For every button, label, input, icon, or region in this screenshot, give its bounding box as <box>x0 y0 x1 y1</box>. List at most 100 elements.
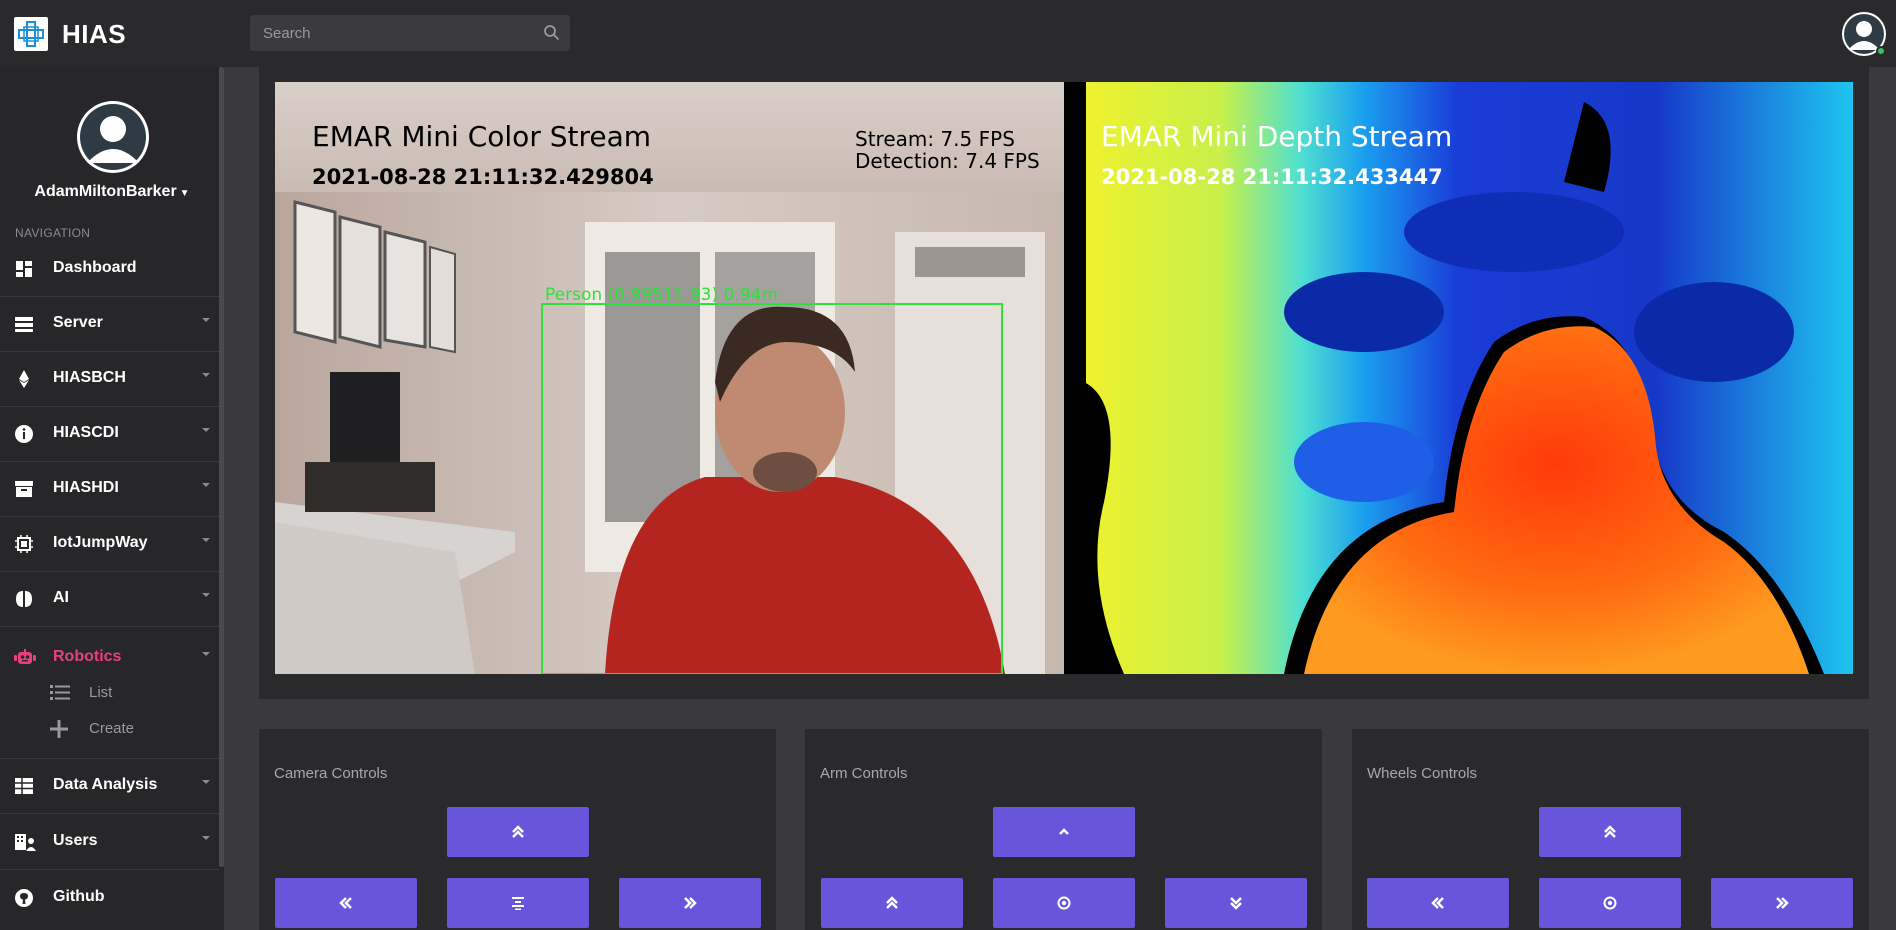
search-icon[interactable] <box>543 24 560 41</box>
camera-right-button[interactable] <box>619 878 761 928</box>
brain-icon <box>16 591 32 607</box>
robot-icon <box>14 649 36 664</box>
chevron-down-icon <box>202 318 210 322</box>
double-chevron-right-icon <box>1776 897 1789 909</box>
sidebar-item-label: Users <box>53 832 98 849</box>
sidebar-item-label: Github <box>53 888 105 905</box>
top-header: HIAS <box>0 0 1896 67</box>
chip-icon <box>15 535 33 553</box>
sidebar-scrollbar[interactable] <box>219 67 224 867</box>
arm-stop-button[interactable] <box>993 878 1135 928</box>
dashboard-icon <box>16 261 32 277</box>
sidebar-item-label: IotJumpWay <box>53 534 148 551</box>
profile-avatar-icon <box>80 104 146 170</box>
brand-name[interactable]: HIAS <box>62 19 127 49</box>
chevron-down-icon <box>202 483 210 487</box>
depth-stream-view: EMAR Mini Depth Stream 2021-08-28 21:11:… <box>1064 82 1853 674</box>
double-chevron-up-icon <box>886 896 898 909</box>
wheels-left-button[interactable] <box>1367 878 1509 928</box>
camera-up-button[interactable] <box>447 807 589 857</box>
sidebar-item-label: AI <box>53 589 69 606</box>
search-bar <box>250 15 570 51</box>
sidebar-item-label: HIASHDI <box>53 479 119 496</box>
wheels-forward-button[interactable] <box>1539 807 1681 857</box>
sidebar-item-server[interactable]: Server <box>0 297 219 352</box>
camera-center-button[interactable] <box>447 878 589 928</box>
sidebar-item-label: Dashboard <box>53 259 137 276</box>
username-label: AdamMiltonBarker <box>34 183 177 200</box>
sidebar-item-data-analysis[interactable]: Data Analysis <box>0 759 219 814</box>
chevron-up-icon <box>1059 828 1069 835</box>
list-icon <box>50 685 70 700</box>
sidebar-item-label: HIASBCH <box>53 369 126 386</box>
sidebar-item-users[interactable]: Users <box>0 815 219 870</box>
table-icon <box>15 778 33 794</box>
arm-lower-button[interactable] <box>1165 878 1307 928</box>
double-chevron-left-icon <box>1431 897 1444 909</box>
sidebar-item-label: Data Analysis <box>53 776 158 793</box>
chevron-down-icon <box>202 652 210 656</box>
online-status-dot <box>1876 46 1886 56</box>
sidebar-avatar[interactable] <box>77 101 149 173</box>
sidebar-subitem-create[interactable]: Create <box>0 711 219 747</box>
sidebar-item-hiasbch[interactable]: HIASBCH <box>0 352 219 407</box>
sidebar-item-robotics[interactable]: Robotics <box>0 631 219 686</box>
chevron-down-icon <box>202 373 210 377</box>
double-chevron-left-icon <box>339 897 352 909</box>
sidebar-item-iotjumpway[interactable]: IotJumpWay <box>0 517 219 572</box>
sidebar-username[interactable]: AdamMiltonBarker ▼ <box>0 183 224 201</box>
double-chevron-right-icon <box>684 897 697 909</box>
align-center-icon <box>512 897 524 910</box>
sidebar-item-hiascdi[interactable]: HIASCDI <box>0 407 219 462</box>
sidebar-subitem-list[interactable]: List <box>0 675 219 711</box>
archive-icon <box>15 481 33 497</box>
wheels-controls-title: Wheels Controls <box>1367 765 1478 782</box>
sidebar-subitem-label: Create <box>89 720 135 737</box>
detection-label: Person (0.99511 93) 0.94m <box>545 285 778 305</box>
dot-circle-icon <box>1057 896 1071 910</box>
camera-left-button[interactable] <box>275 878 417 928</box>
sidebar-item-github[interactable]: Github <box>0 871 219 926</box>
logo-icon <box>18 21 44 47</box>
search-input[interactable] <box>250 15 530 51</box>
camera-controls-panel: Camera Controls <box>259 729 776 930</box>
color-stream-view: Person (0.99511 93) 0.94m EMAR Mini Colo… <box>275 82 1064 674</box>
sidebar-item-hiashdi[interactable]: HIASHDI <box>0 462 219 517</box>
sidebar-item-label: HIASCDI <box>53 424 119 441</box>
wheels-controls-panel: Wheels Controls <box>1352 729 1869 930</box>
chevron-down-icon <box>202 780 210 784</box>
depth-stream-image: EMAR Mini Depth Stream 2021-08-28 21:11:… <box>1064 82 1853 674</box>
github-icon <box>15 889 33 907</box>
chevron-down-icon: ▼ <box>179 188 190 199</box>
double-chevron-up-icon <box>1604 825 1616 838</box>
camera-controls-title: Camera Controls <box>274 765 388 782</box>
arm-controls-title: Arm Controls <box>820 765 908 782</box>
color-stream-title: EMAR Mini Color Stream <box>312 120 651 153</box>
sidebar-item-label: Server <box>53 314 103 331</box>
sidebar <box>0 67 224 930</box>
depth-stream-timestamp: 2021-08-28 21:11:32.433447 <box>1101 165 1443 189</box>
users-icon <box>15 834 36 851</box>
info-icon <box>15 425 33 443</box>
wheels-right-button[interactable] <box>1711 878 1853 928</box>
sidebar-item-ai[interactable]: AI <box>0 572 219 627</box>
chevron-down-icon <box>202 593 210 597</box>
arm-controls-panel: Arm Controls <box>805 729 1322 930</box>
nav-heading: NAVIGATION <box>15 226 91 240</box>
chevron-down-icon <box>202 836 210 840</box>
plus-icon <box>50 720 68 738</box>
stream-fps: Stream: 7.5 FPS <box>855 127 1015 151</box>
sidebar-divider <box>0 758 219 759</box>
user-avatar-icon <box>1844 14 1884 54</box>
arm-raise-button[interactable] <box>821 878 963 928</box>
sidebar-item-dashboard[interactable]: Dashboard <box>0 242 219 297</box>
arm-up-button[interactable] <box>993 807 1135 857</box>
wheels-stop-button[interactable] <box>1539 878 1681 928</box>
sidebar-subitem-label: List <box>89 684 113 701</box>
double-chevron-down-icon <box>1230 897 1242 910</box>
color-stream-timestamp: 2021-08-28 21:11:32.429804 <box>312 165 654 189</box>
depth-stream-title: EMAR Mini Depth Stream <box>1101 120 1452 153</box>
hias-logo[interactable] <box>14 17 48 51</box>
double-chevron-up-icon <box>512 825 524 838</box>
dot-circle-icon <box>1603 896 1617 910</box>
